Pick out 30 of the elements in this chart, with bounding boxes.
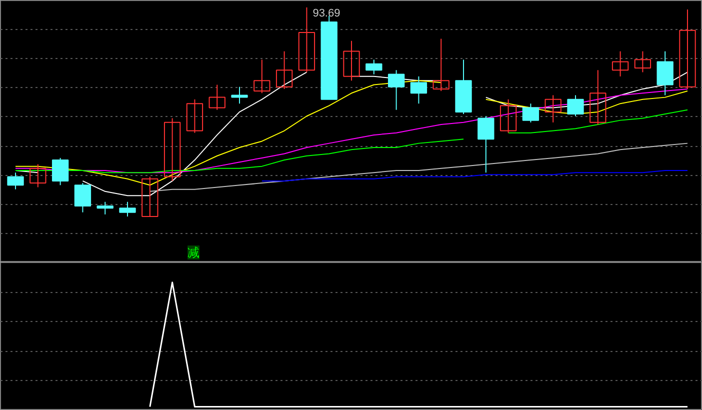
candlestick: [343, 40, 360, 82]
candlestick: [500, 98, 517, 134]
candlestick: [634, 50, 652, 73]
candlestick: [7, 172, 24, 190]
candlestick: [52, 157, 69, 186]
candlestick: [366, 59, 382, 75]
candlestick: [410, 76, 428, 104]
candlestick: [30, 164, 46, 188]
candlestick: [142, 176, 158, 217]
candlestick: [656, 50, 674, 96]
candlestick: [96, 201, 114, 215]
candlestick: [478, 116, 494, 174]
candlestick: [679, 8, 696, 90]
candlestick: [254, 59, 270, 94]
candlestick: [276, 50, 293, 90]
candlestick: [612, 50, 629, 77]
candlestick: [388, 70, 405, 110]
candlestick: [590, 70, 606, 125]
candlestick: [186, 98, 204, 134]
candlestick: [544, 94, 562, 123]
candlestick: [231, 86, 248, 104]
text: 减: [188, 246, 200, 260]
candlestick: [567, 94, 584, 117]
candlestick: [208, 84, 226, 110]
annotation: 93.69: [312, 7, 340, 20]
candlestick: [432, 38, 450, 92]
candlestick: [522, 103, 540, 123]
candlestick: [74, 182, 92, 213]
candlestick: [164, 118, 181, 182]
candlestick: [119, 201, 136, 217]
